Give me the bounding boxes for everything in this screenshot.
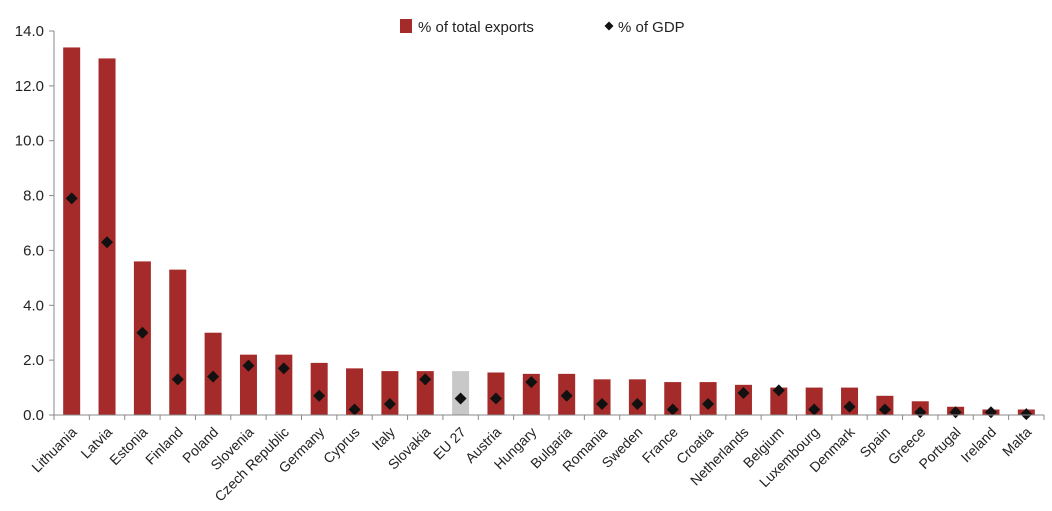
- marker-gdp: [242, 359, 255, 372]
- y-tick-label: 10.0: [15, 133, 44, 150]
- marker-gdp: [419, 373, 432, 386]
- marker-gdp: [596, 398, 609, 411]
- marker-gdp: [207, 370, 220, 383]
- bar-exports: [770, 387, 788, 415]
- category-label: Estonia: [106, 424, 150, 468]
- marker-gdp: [313, 389, 326, 402]
- category-label: Cyprus: [320, 424, 363, 467]
- x-axis: LithuaniaLatviaEstoniaFinlandPolandSlove…: [28, 414, 1045, 504]
- bar-exports: [169, 269, 187, 415]
- bar-series: [63, 47, 1035, 416]
- category-label: Italy: [369, 424, 398, 453]
- bar-exports: [310, 362, 328, 415]
- y-tick-label: 0.0: [23, 407, 44, 424]
- marker-gdp: [65, 192, 78, 205]
- marker-gdp: [984, 406, 997, 419]
- bar-exports: [522, 373, 540, 415]
- y-tick-label: 8.0: [23, 188, 44, 205]
- y-axis: 0.0 2.0 4.0 6.0 8.0 10.0 12.0 14.0: [15, 23, 55, 424]
- marker-gdp: [277, 362, 290, 375]
- marker-gdp: [101, 236, 114, 249]
- marker-gdp: [560, 389, 573, 402]
- marker-gdp: [136, 326, 149, 339]
- category-label: Malta: [999, 424, 1035, 460]
- marker-gdp: [525, 376, 538, 389]
- marker-gdp: [772, 384, 785, 397]
- y-tick-label: 2.0: [23, 352, 44, 369]
- marker-gdp: [737, 387, 750, 400]
- legend-swatch-exports: [400, 19, 412, 33]
- marker-gdp: [666, 403, 679, 416]
- marker-gdp: [808, 403, 821, 416]
- marker-gdp: [383, 398, 396, 411]
- bar-exports: [593, 379, 611, 415]
- marker-gdp: [454, 392, 467, 405]
- bar-exports: [63, 47, 81, 415]
- legend: % of total exports % of GDP: [400, 19, 685, 36]
- bar-exports: [628, 379, 646, 415]
- category-label: Ireland: [957, 424, 999, 466]
- marker-gdp: [489, 392, 502, 405]
- marker-gdp: [702, 398, 715, 411]
- marker-series: [65, 192, 1033, 421]
- bar-exports: [239, 354, 257, 415]
- marker-gdp: [631, 398, 644, 411]
- marker-gdp: [1020, 408, 1033, 421]
- marker-gdp: [171, 373, 184, 386]
- legend-diamond-gdp: [604, 21, 614, 31]
- bar-exports: [664, 382, 682, 415]
- y-tick-label: 6.0: [23, 242, 44, 259]
- y-tick-label: 14.0: [15, 23, 44, 40]
- y-tick-label: 4.0: [23, 297, 44, 314]
- marker-gdp: [843, 400, 856, 413]
- category-label: Finland: [142, 424, 186, 468]
- bar-exports: [346, 368, 364, 415]
- y-tick-label: 12.0: [15, 78, 44, 95]
- legend-label-gdp: % of GDP: [618, 19, 685, 36]
- category-label: Lithuania: [28, 424, 80, 476]
- legend-label-exports: % of total exports: [418, 19, 534, 36]
- category-label: France: [639, 424, 681, 466]
- marker-gdp: [348, 403, 361, 416]
- marker-gdp: [878, 403, 891, 416]
- bar-exports: [416, 371, 434, 415]
